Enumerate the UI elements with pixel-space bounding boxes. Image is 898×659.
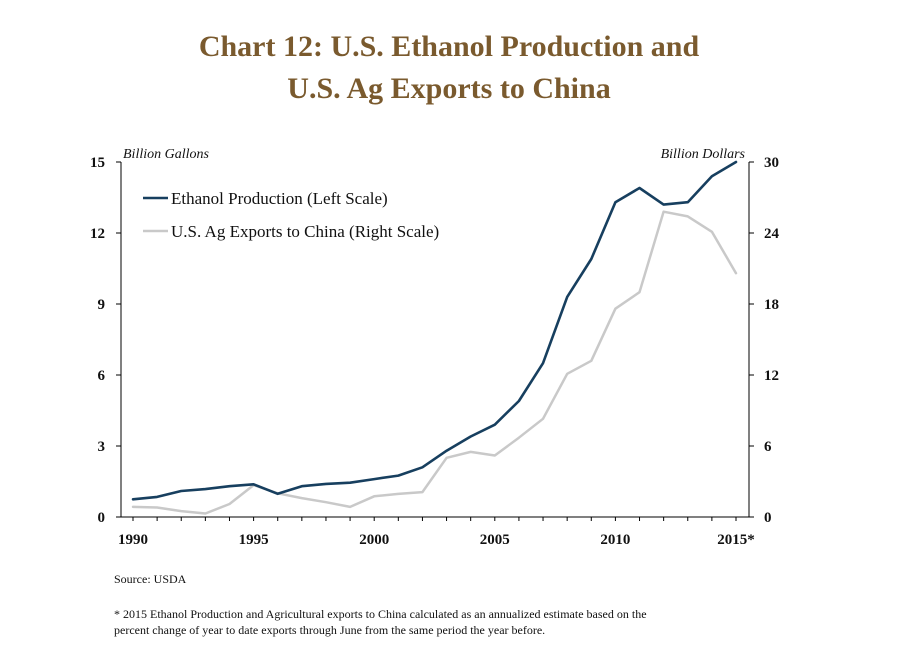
chart-title: Chart 12: U.S. Ethanol Production and U.…	[0, 26, 898, 110]
x-tick-label: 2005	[480, 532, 510, 548]
ethanol-production-line	[131, 160, 738, 501]
right-tick-label: 12	[764, 368, 779, 384]
left-axis-label: Billion Gallons	[123, 147, 210, 162]
left-tick-label: 12	[90, 226, 105, 242]
right-tick-label: 0	[764, 510, 772, 526]
right-axis-label: Billion Dollars	[661, 147, 746, 162]
legend-label-ag-exports: U.S. Ag Exports to China (Right Scale)	[171, 222, 439, 241]
x-tick-label: 2010	[600, 532, 630, 548]
right-tick-label: 24	[764, 226, 780, 242]
ag-exports-china-line	[131, 210, 738, 515]
legend-label-ethanol: Ethanol Production (Left Scale)	[171, 189, 388, 208]
chart-title-line-1: Chart 12: U.S. Ethanol Production and	[198, 30, 700, 63]
right-tick-label: 30	[764, 155, 779, 171]
footnote-line-1: * 2015 Ethanol Production and Agricultur…	[114, 607, 647, 621]
left-tick-label: 9	[98, 297, 106, 313]
left-tick-label: 0	[98, 510, 106, 526]
x-tick-label: 2000	[359, 532, 389, 548]
x-tick-label: 1995	[239, 532, 269, 548]
footnote: * 2015 Ethanol Production and Agricultur…	[114, 606, 734, 638]
source-note: Source: USDA	[114, 572, 187, 586]
x-tick-label: 1990	[118, 532, 148, 548]
right-tick-label: 18	[764, 297, 779, 313]
right-tick-label: 6	[764, 439, 772, 455]
chart-title-line-2: U.S. Ag Exports to China	[287, 72, 611, 105]
footnote-line-2: percent change of year to date exports t…	[114, 623, 546, 637]
left-tick-label: 15	[90, 155, 105, 171]
left-tick-label: 6	[98, 368, 106, 384]
left-tick-label: 3	[98, 439, 106, 455]
x-tick-label: 2015*	[717, 532, 755, 548]
